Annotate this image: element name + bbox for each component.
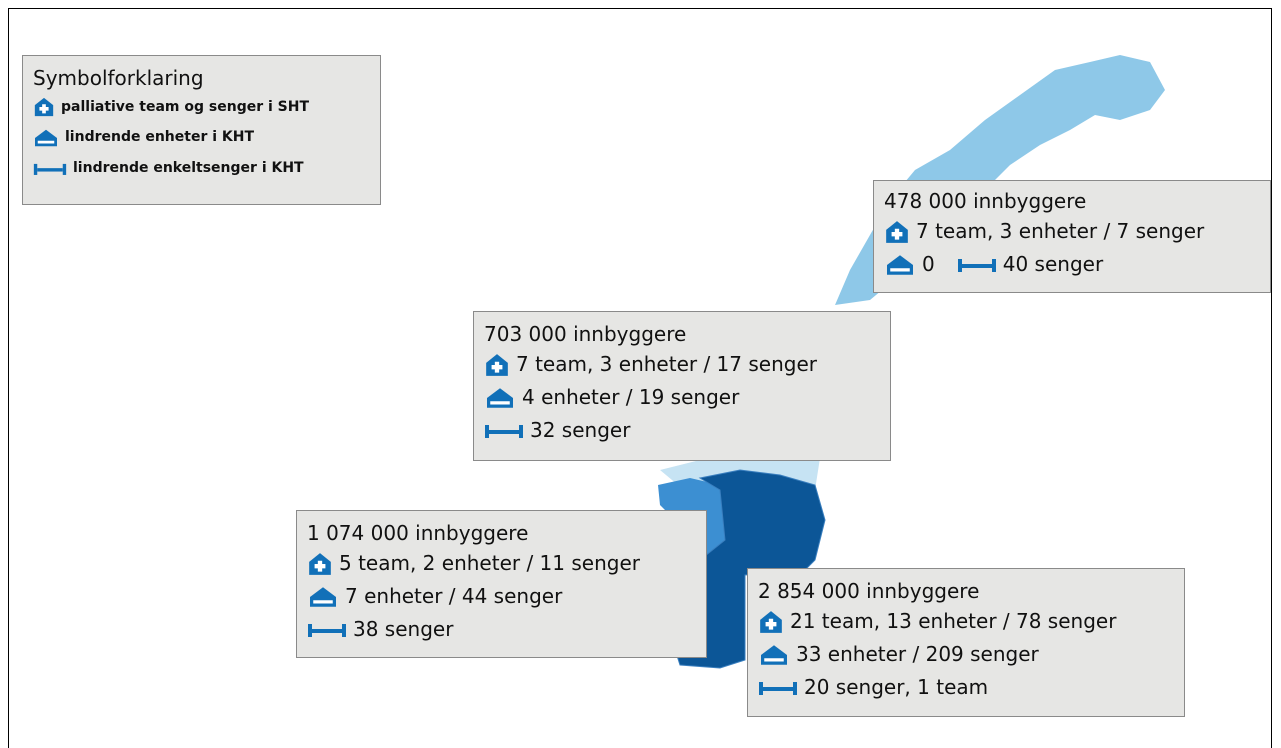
region-box: 2 854 000 innbyggere 21 team, 13 enheter… [747,568,1185,717]
legend-item: palliative team og senger i SHT [61,99,310,115]
beds-text: 38 senger [353,617,454,641]
team-text: 21 team, 13 enheter / 78 senger [790,609,1117,633]
units-text: 7 enheter / 44 senger [345,584,563,608]
icon-team [33,96,55,118]
beds-text: 32 senger [530,418,631,442]
region-box: 703 000 innbyggere 7 team, 3 enheter / 1… [473,311,891,461]
legend: Symbolforklaring palliative team og seng… [22,55,381,205]
legend-title: Symbolforklaring [33,66,204,90]
beds-text: 40 senger [1002,252,1104,276]
legend-item: lindrende enkeltsenger i KHT [73,160,304,176]
icon-team [307,551,333,577]
icon-unit [758,642,790,668]
icon-bed [33,162,67,176]
icon-team [758,609,784,635]
icon-team [484,352,510,378]
icon-unit [884,252,916,278]
legend-item: lindrende enheter i KHT [65,129,255,145]
frame [8,8,1272,748]
icon-bed [758,680,798,696]
icon-team [884,219,910,245]
icon-bed [484,423,524,439]
team-text: 7 team, 3 enheter / 7 senger [916,219,1205,243]
icon-bed [957,257,997,273]
team-text: 5 team, 2 enheter / 11 senger [339,551,640,575]
population: 478 000 innbyggere [884,189,1087,213]
beds-text: 20 senger, 1 team [804,675,989,699]
units-text: 4 enheter / 19 senger [522,385,740,409]
icon-unit [33,127,59,149]
icon-unit [484,385,516,411]
units-text: 33 enheter / 209 senger [796,642,1039,666]
icon-bed [307,622,347,638]
population: 2 854 000 innbyggere [758,579,980,603]
units-text: 0 [922,252,935,276]
population: 703 000 innbyggere [484,322,687,346]
region-box: 1 074 000 innbyggere 5 team, 2 enheter /… [296,510,707,658]
team-text: 7 team, 3 enheter / 17 senger [516,352,817,376]
icon-unit [307,584,339,610]
region-box: 478 000 innbyggere 7 team, 3 enheter / 7… [873,180,1271,293]
population: 1 074 000 innbyggere [307,521,529,545]
